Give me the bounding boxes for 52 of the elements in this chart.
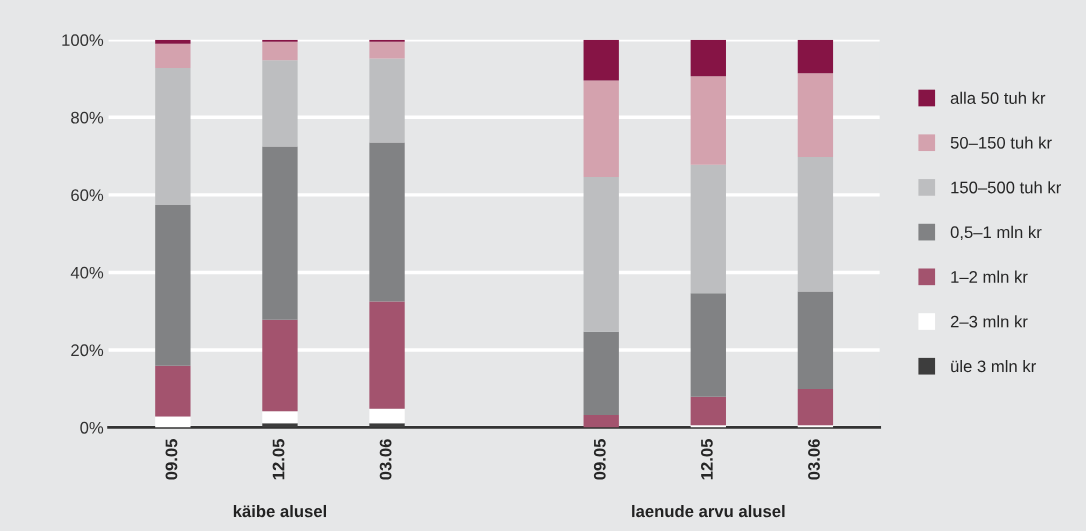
legend-label: 150–500 tuh kr — [951, 181, 1061, 194]
y-tick-label: 60% — [71, 189, 104, 202]
bar — [690, 164, 726, 294]
bar — [155, 365, 191, 417]
bar — [369, 408, 405, 424]
bar — [369, 41, 405, 59]
text: laenude arvu alusel — [632, 504, 785, 518]
legend-label: 0,5–1 mln kr — [950, 225, 1042, 241]
bar — [583, 39, 619, 81]
bar — [262, 41, 298, 61]
y-tick-label: 80% — [71, 111, 104, 124]
bar — [155, 416, 191, 428]
legend-label: 50–150 tuh kr — [950, 136, 1052, 149]
legend-label: alla 50 tuh kr — [950, 91, 1046, 104]
bar — [797, 156, 834, 292]
bar — [690, 39, 726, 77]
bar — [797, 389, 834, 426]
bar — [262, 146, 298, 320]
bar — [262, 60, 298, 147]
x-tick-label: 03.06 — [808, 439, 820, 480]
bar — [155, 68, 191, 205]
bar — [369, 301, 405, 409]
text: käibe alusel — [233, 504, 327, 518]
bar — [155, 39, 191, 44]
bar — [262, 319, 298, 412]
bar — [583, 415, 619, 428]
y-tick-label: 0% — [80, 421, 104, 434]
bar — [262, 411, 298, 424]
bar — [797, 291, 834, 390]
x-tick-label: 09.05 — [593, 439, 606, 480]
bar — [797, 73, 834, 157]
x-tick-label: 03.06 — [379, 439, 392, 480]
bar — [583, 331, 619, 416]
bar — [583, 80, 619, 178]
y-tick-label: 20% — [71, 344, 104, 357]
x-tick-label: 12.05 — [272, 439, 285, 480]
bar — [583, 177, 619, 332]
bar — [690, 76, 726, 165]
bar — [690, 396, 726, 426]
bar — [797, 39, 834, 74]
legend-label: üle 3 mln kr — [951, 359, 1036, 373]
y-tick-label: 100% — [62, 34, 104, 47]
y-tick-label: 40% — [70, 266, 104, 279]
bar — [155, 43, 191, 69]
bar — [369, 142, 405, 302]
x-tick-label: 12.05 — [700, 439, 713, 480]
x-tick-label: 09.05 — [165, 439, 178, 480]
legend-label: 1–2 mln kr — [951, 270, 1028, 283]
legend-label: 2–3 mln kr — [950, 315, 1028, 328]
bar — [690, 293, 726, 397]
bar — [369, 58, 405, 143]
bar — [155, 204, 191, 366]
